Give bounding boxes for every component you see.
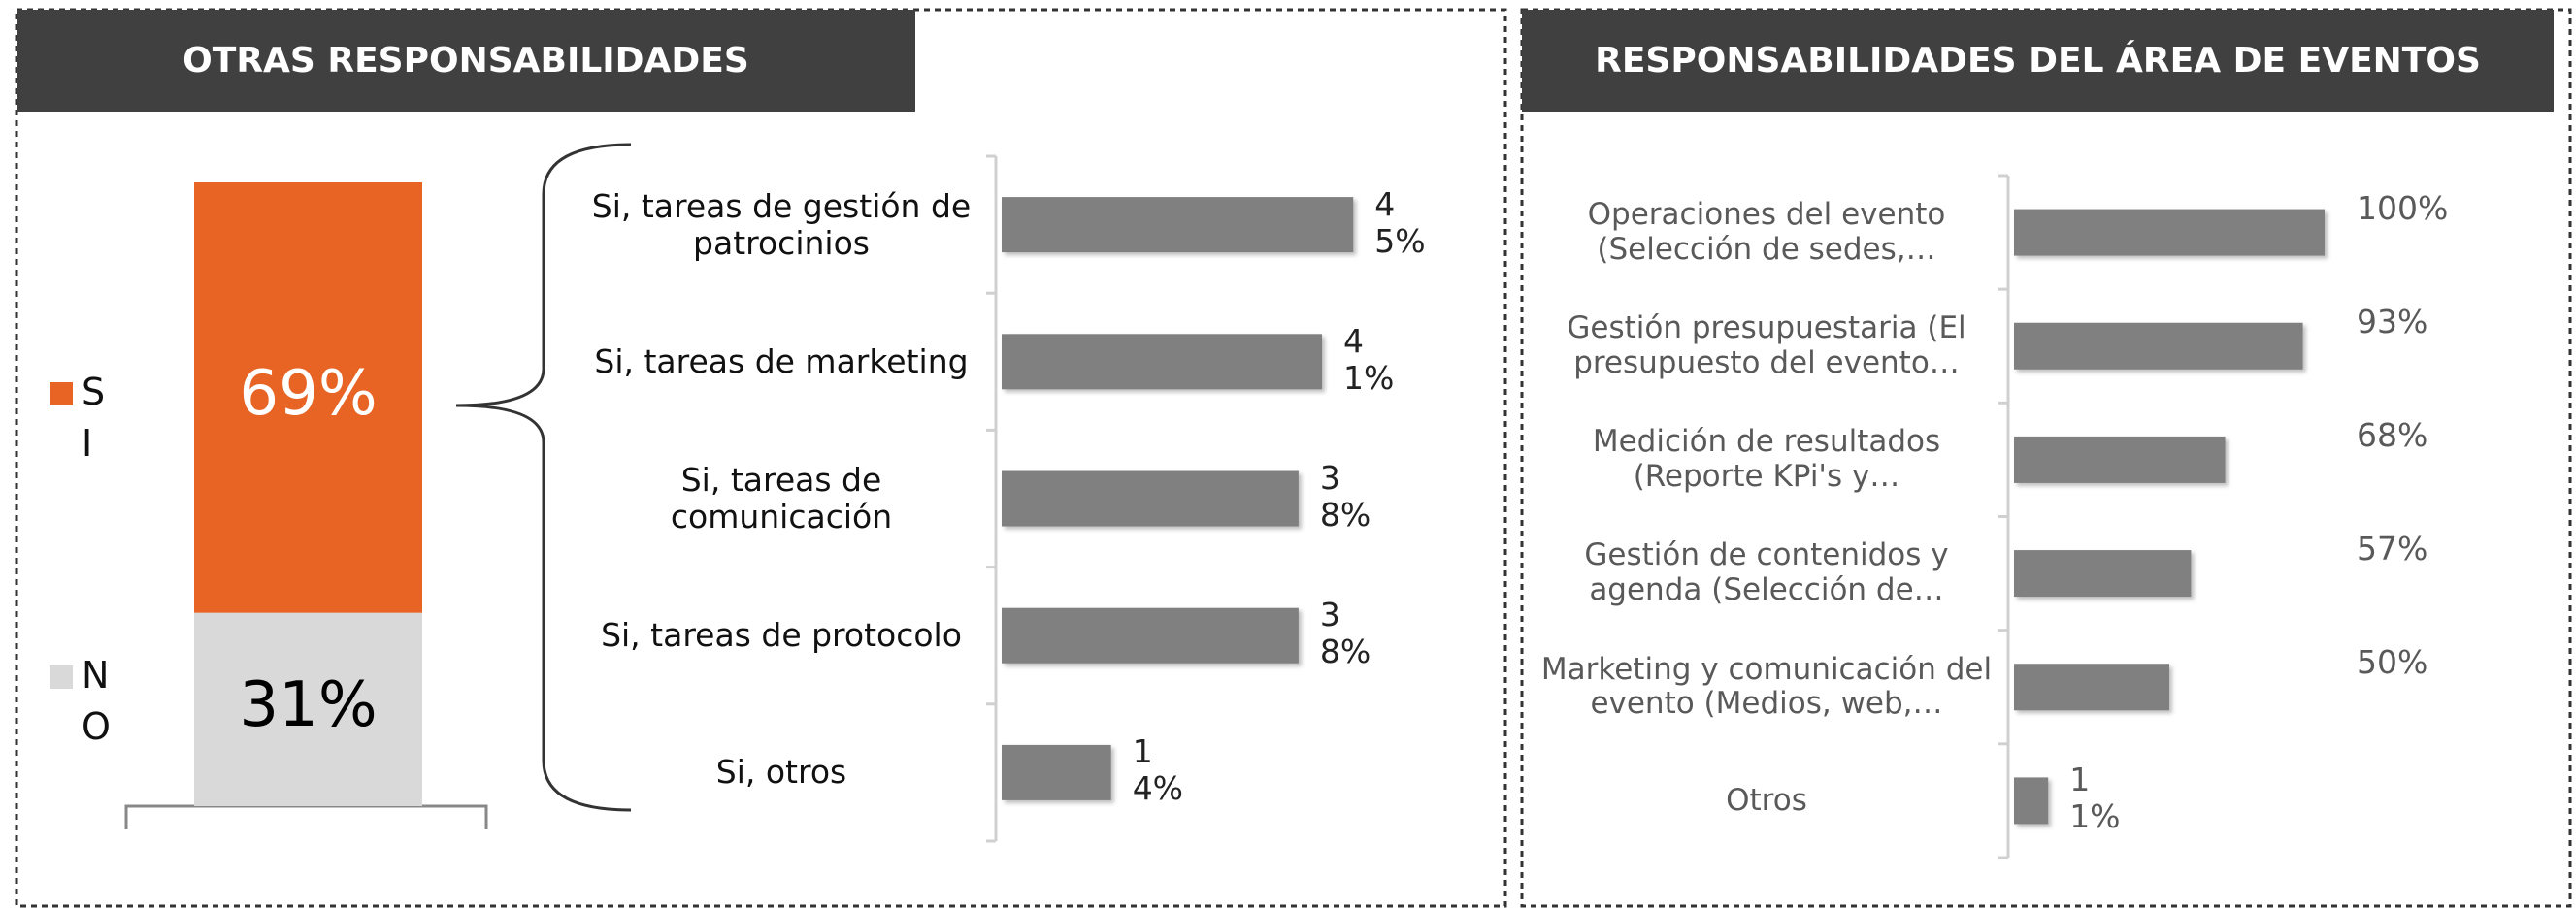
data-label: 45% (1374, 184, 1426, 260)
data-label: 14% (1132, 732, 1184, 808)
data-label: 57% (2357, 530, 2428, 568)
data-label: 69% (239, 357, 378, 430)
category-label: Si, tareas de gestión de patrocinios (591, 186, 972, 262)
data-label: 68% (2357, 415, 2428, 454)
data-label: 93% (2357, 302, 2428, 340)
legend-swatch (50, 665, 73, 689)
x-axis (124, 804, 488, 829)
data-label: 11% (2069, 761, 2121, 836)
brace (455, 143, 632, 812)
legend-label: NO (82, 654, 111, 749)
panel-border (15, 8, 1507, 908)
category-label: Gestión presupuestaria (El presupuesto d… (1567, 310, 1966, 380)
bar (1002, 744, 1111, 800)
bar (2014, 209, 2325, 256)
bar-segment (194, 182, 422, 613)
bar (1002, 334, 1323, 390)
data-label: 50% (2357, 643, 2428, 682)
bar (2014, 664, 2169, 711)
legend-swatch (50, 382, 73, 405)
bar (2014, 436, 2226, 483)
bar (1002, 197, 1354, 253)
legend-label: SI (82, 371, 106, 466)
panel-title: RESPONSABILIDADES DEL ÁREA DE EVENTOS (1522, 10, 2554, 112)
data-label: 31% (239, 669, 378, 742)
panel-title: OTRAS RESPONSABILIDADES (17, 10, 915, 112)
bar (1002, 607, 1299, 664)
bar (2014, 777, 2049, 825)
bar-segment (194, 612, 422, 806)
data-label: 100% (2357, 188, 2449, 227)
category-label: Si, tareas de marketing (594, 341, 969, 380)
data-label: 38% (1319, 596, 1371, 671)
category-label: Si, tareas de comunicación (670, 461, 893, 535)
category-label: Otros (1726, 782, 1807, 818)
category-label: Gestión de contenidos y agenda (Selecció… (1584, 537, 1949, 608)
category-label: Operaciones del evento (Selección de sed… (1587, 196, 1946, 267)
category-label: Si, tareas de protocolo (601, 616, 962, 655)
bar (2014, 550, 2192, 598)
data-label: 41% (1343, 321, 1395, 397)
data-label: 38% (1319, 459, 1371, 534)
bar (1002, 470, 1299, 527)
category-label: Si, otros (715, 753, 847, 792)
category-label: Marketing y comunicación del evento (Med… (1540, 651, 1993, 722)
bar (2014, 322, 2303, 370)
category-label: Medición de resultados (Reporte KPi's y… (1592, 424, 1941, 494)
